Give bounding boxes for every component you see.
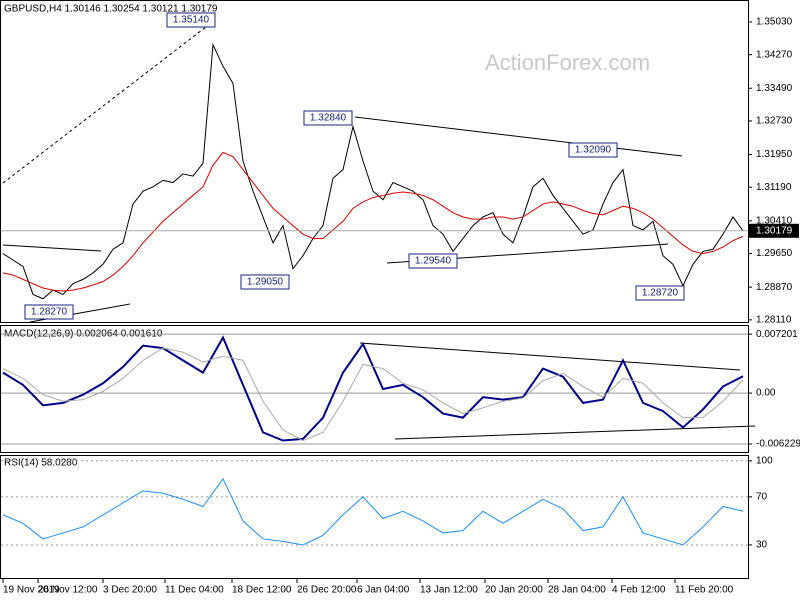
y-tick-label: 100 <box>756 455 773 466</box>
y-tick-label: 1.31950 <box>756 149 793 160</box>
price-annotation-box <box>303 110 353 126</box>
y-tick-label: 1.35030 <box>756 17 793 28</box>
y-tick-label: 70 <box>756 492 768 503</box>
price-annotation: 1.28720 <box>642 288 679 299</box>
y-tick-label: 0.00 <box>756 388 776 399</box>
price-annotation: 1.29050 <box>247 277 284 288</box>
trend-line <box>394 425 756 440</box>
price-annotation-box <box>568 142 618 158</box>
x-tick-label: 11 Dec 04:00 <box>165 585 224 596</box>
y-tick-label: 1.31190 <box>756 182 792 193</box>
price-annotation-box <box>240 274 290 290</box>
price-annotation-box <box>166 12 216 28</box>
series-line <box>2 347 744 442</box>
y-tick-label: 1.34270 <box>756 49 793 60</box>
x-tick-label: 26 Dec 20:00 <box>297 585 357 596</box>
trend-line <box>2 244 102 252</box>
y-tick-label: 1.28870 <box>756 282 793 293</box>
price-annotation-box <box>408 253 458 269</box>
y-tick-label: -0.006229 <box>756 439 800 450</box>
x-tick-label: 11 Feb 20:00 <box>675 585 734 596</box>
y-tick-label: 30 <box>756 540 768 551</box>
watermark: ActionForex.com <box>485 50 650 75</box>
trend-line <box>359 342 741 371</box>
x-tick-label: 20 Jan 20:00 <box>485 585 543 596</box>
y-tick-label: 1.28110 <box>756 314 792 325</box>
x-tick-label: 3 Dec 20:00 <box>103 585 157 596</box>
trend-line <box>354 116 683 157</box>
price-annotation: 1.32090 <box>575 145 612 156</box>
y-tick-label: 1.32730 <box>756 116 793 127</box>
price-annotation: 1.28270 <box>31 307 68 318</box>
price-annotation: 1.32840 <box>310 113 347 124</box>
last-price-box <box>749 223 799 238</box>
series-line <box>2 42 744 300</box>
last-price-label: 1.30179 <box>756 225 793 236</box>
x-tick-label: 19 Nov 2019 <box>3 585 60 596</box>
chart-title: GBPUSD,H4 1.30146 1.30254 1.30121 1.3017… <box>4 4 218 15</box>
price-annotation-box <box>24 304 74 320</box>
y-tick-label: 1.33490 <box>756 83 793 94</box>
price-annotation: 1.35140 <box>173 15 210 26</box>
price-panel <box>0 0 749 323</box>
x-tick-label: 26 Nov 12:00 <box>38 585 98 596</box>
y-tick-label: 1.29650 <box>756 248 793 259</box>
rsi-panel <box>0 455 749 579</box>
price-annotation-box <box>635 285 685 301</box>
x-tick-label: 13 Jan 12:00 <box>420 585 478 596</box>
x-tick-label: 28 Jan 04:00 <box>548 585 606 596</box>
rsi-title: RSI(14) 58.0280 <box>4 458 78 469</box>
trend-line <box>2 19 216 184</box>
x-tick-label: 18 Dec 12:00 <box>232 585 292 596</box>
series-line <box>2 151 744 292</box>
macd-panel <box>0 325 749 453</box>
price-annotation: 1.29540 <box>415 256 452 267</box>
series-line <box>2 477 744 546</box>
y-tick-label: 0.007201 <box>756 329 798 340</box>
y-tick-label: 1.30410 <box>756 215 793 226</box>
x-tick-label: 6 Jan 04:00 <box>357 585 410 596</box>
x-tick-label: 4 Feb 12:00 <box>612 585 666 596</box>
